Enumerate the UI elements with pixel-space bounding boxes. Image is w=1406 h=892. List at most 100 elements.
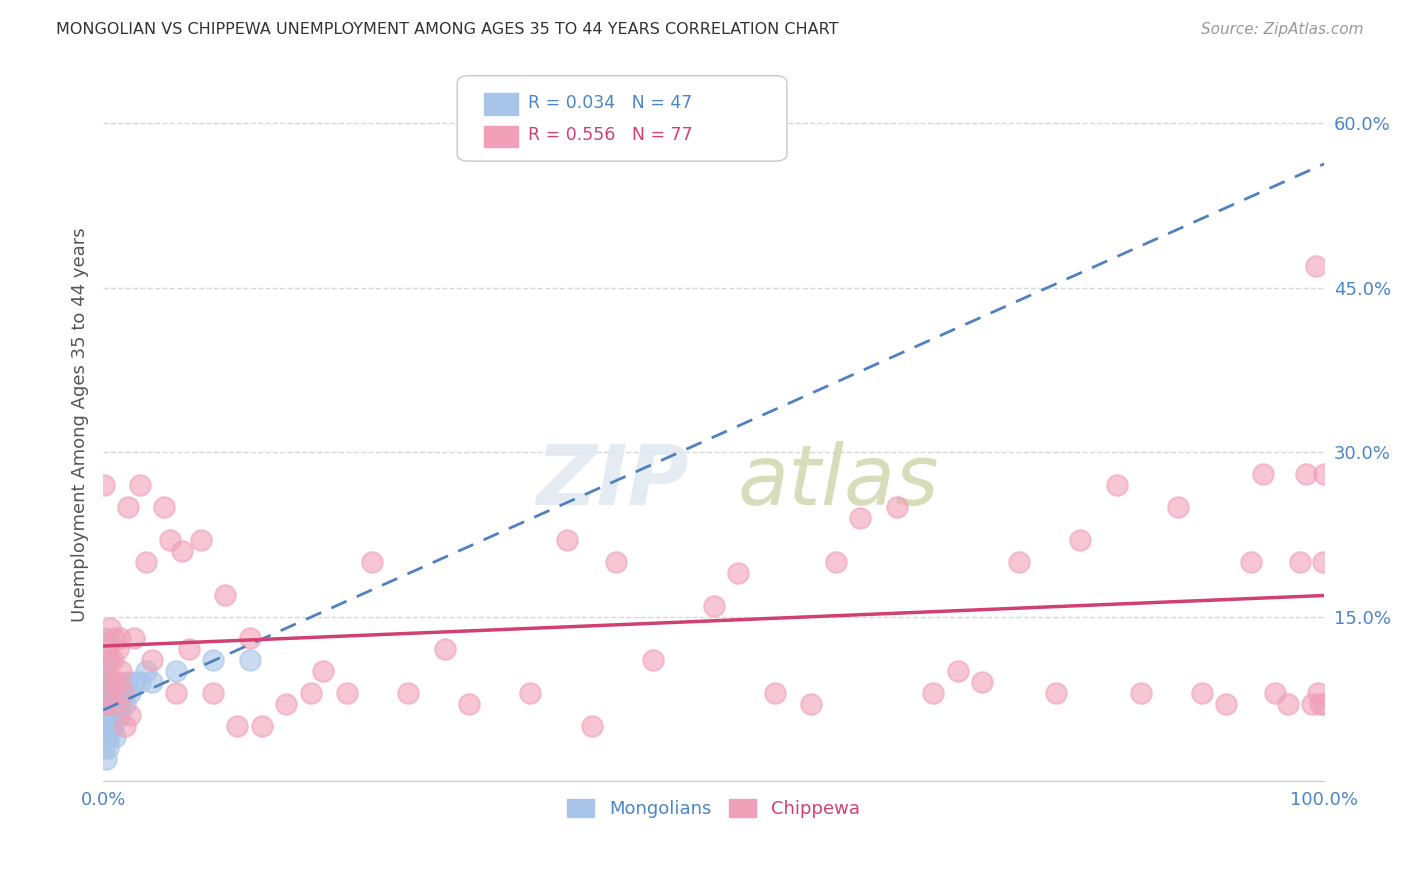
Text: Source: ZipAtlas.com: Source: ZipAtlas.com (1201, 22, 1364, 37)
Point (153, 500, 176, 514)
Point (104, 730, 127, 744)
Point (555, 533, 578, 547)
Point (104, 698, 127, 712)
Point (100, 675, 122, 690)
Point (98, 653, 121, 667)
Point (800, 698, 823, 712)
Point (110, 632, 132, 646)
Point (93, 719, 115, 733)
Point (101, 719, 124, 733)
Point (97, 686, 120, 700)
Point (93, 632, 115, 646)
Point (93, 741, 115, 756)
Point (165, 665, 187, 679)
Point (100, 621, 122, 635)
Point (190, 533, 212, 547)
Point (141, 675, 163, 690)
Point (1069, 533, 1091, 547)
Point (299, 686, 322, 700)
Point (922, 686, 945, 700)
Point (100, 708, 122, 723)
Point (93, 675, 115, 690)
Point (93, 478, 115, 492)
Point (886, 500, 908, 514)
Point (1045, 686, 1067, 700)
FancyBboxPatch shape (457, 76, 787, 161)
Point (250, 719, 273, 733)
Point (202, 653, 225, 667)
Point (972, 675, 994, 690)
Text: R = 0.556   N = 77: R = 0.556 N = 77 (529, 126, 693, 144)
Point (239, 632, 262, 646)
Point (336, 686, 359, 700)
Point (103, 632, 125, 646)
Point (93, 653, 115, 667)
Point (1301, 698, 1323, 712)
Point (104, 698, 127, 712)
Point (1306, 686, 1329, 700)
Point (172, 544, 194, 558)
Point (1277, 698, 1299, 712)
Point (202, 686, 225, 700)
Point (96, 642, 118, 657)
Point (111, 686, 134, 700)
Point (360, 555, 382, 569)
Point (605, 555, 627, 569)
Point (824, 555, 846, 569)
Point (107, 642, 129, 657)
Point (177, 642, 200, 657)
Point (110, 665, 132, 679)
Text: MONGOLIAN VS CHIPPEWA UNEMPLOYMENT AMONG AGES 35 TO 44 YEARS CORRELATION CHART: MONGOLIAN VS CHIPPEWA UNEMPLOYMENT AMONG… (56, 22, 839, 37)
Point (100, 675, 122, 690)
Point (118, 708, 141, 723)
Point (763, 686, 786, 700)
Point (97, 708, 120, 723)
Point (1130, 686, 1153, 700)
Point (703, 599, 725, 613)
Y-axis label: Unemployment Among Ages 35 to 44 years: Unemployment Among Ages 35 to 44 years (72, 227, 89, 622)
Point (519, 686, 541, 700)
Point (122, 675, 145, 690)
Point (94, 730, 117, 744)
Point (94, 665, 117, 679)
Point (94, 752, 117, 766)
FancyBboxPatch shape (484, 94, 519, 115)
Point (1215, 698, 1237, 712)
Point (128, 675, 150, 690)
Point (581, 719, 603, 733)
Point (434, 642, 457, 657)
Point (94, 675, 117, 690)
Point (1191, 686, 1213, 700)
Point (1295, 467, 1317, 481)
Point (101, 686, 124, 700)
Point (118, 686, 141, 700)
Point (111, 686, 134, 700)
Point (93, 686, 115, 700)
Point (135, 555, 157, 569)
Point (114, 719, 136, 733)
Point (117, 675, 139, 690)
Point (458, 698, 481, 712)
Point (96, 675, 118, 690)
Point (1008, 555, 1031, 569)
Point (1309, 698, 1331, 712)
Point (108, 686, 131, 700)
Point (100, 686, 122, 700)
Point (1105, 478, 1128, 492)
Point (93, 719, 115, 733)
Point (946, 665, 969, 679)
Point (97, 698, 120, 712)
Point (98, 730, 121, 744)
Text: atlas: atlas (738, 442, 939, 522)
Point (128, 478, 150, 492)
Point (101, 653, 124, 667)
Point (103, 708, 125, 723)
Point (117, 500, 139, 514)
Point (108, 675, 131, 690)
Point (239, 653, 262, 667)
Point (96, 708, 118, 723)
Point (1312, 555, 1334, 569)
Point (93, 698, 115, 712)
Point (1313, 698, 1336, 712)
Point (1167, 500, 1189, 514)
